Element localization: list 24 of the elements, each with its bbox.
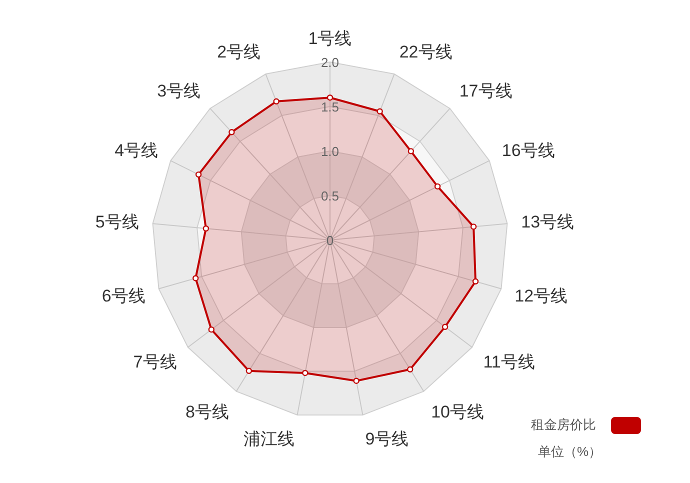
spoke-label: 12号线 xyxy=(514,286,568,306)
spoke-label: 10号线 xyxy=(431,402,484,422)
legend-label: 租金房价比 xyxy=(531,417,596,432)
spoke-label: 2号线 xyxy=(217,42,261,62)
y-tick-label: 2.0 xyxy=(320,55,340,70)
spoke-label: 22号线 xyxy=(399,42,452,62)
spoke-label: 3号线 xyxy=(157,82,201,101)
spoke-label: 1号线 xyxy=(308,29,352,48)
spoke-label: 11号线 xyxy=(483,352,535,372)
spoke-label: 8号线 xyxy=(185,402,229,422)
spoke-label: 7号线 xyxy=(133,352,177,372)
y-tick-label: 0 xyxy=(326,233,334,248)
y-tick-label: 0.5 xyxy=(320,188,340,204)
spoke-label: 17号线 xyxy=(459,82,512,101)
spoke-label: 6号线 xyxy=(102,286,146,306)
spoke-label: 5号线 xyxy=(95,212,139,232)
spoke-label: 9号线 xyxy=(365,430,409,449)
y-tick-label: 1.5 xyxy=(320,100,340,114)
y-tick-label: 1.0 xyxy=(320,144,340,159)
text: 单位（%） xyxy=(538,444,602,459)
spoke-label: 16号线 xyxy=(502,140,555,160)
spoke-label: 13号线 xyxy=(521,212,574,232)
spoke-label: 浦江线 xyxy=(244,430,295,449)
spoke-label: 4号线 xyxy=(114,140,158,160)
